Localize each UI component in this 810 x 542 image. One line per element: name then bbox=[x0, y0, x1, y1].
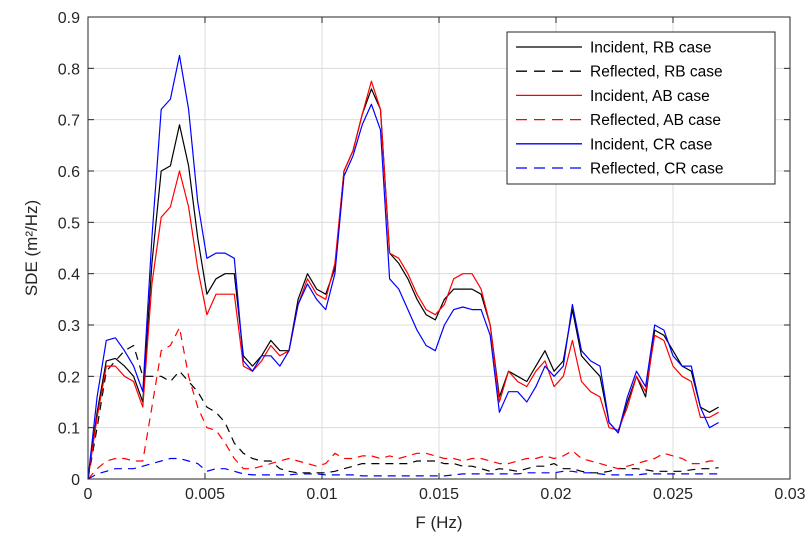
legend-label: Reflected, CR case bbox=[590, 161, 724, 178]
y-tick-label: 0.7 bbox=[58, 113, 80, 130]
y-tick-label: 0.2 bbox=[58, 369, 80, 386]
x-axis-label: F (Hz) bbox=[415, 513, 462, 532]
x-tick-label: 0.02 bbox=[540, 486, 571, 503]
x-tick-label: 0.005 bbox=[185, 486, 225, 503]
series-line-reflected-cr-case bbox=[87, 457, 719, 480]
series-line-reflected-rb-case bbox=[87, 344, 719, 480]
y-tick-label: 0 bbox=[71, 472, 80, 489]
x-tick-label: 0.03 bbox=[774, 486, 805, 503]
series-line-incident-cr-case bbox=[87, 54, 719, 480]
series-layer bbox=[87, 54, 719, 480]
legend-label: Incident, AB case bbox=[590, 88, 710, 105]
tick-labels: 0 0.005 0.01 0.015 0.02 0.025 0.03 0 0.1 0.2 0.3 0.… bbox=[58, 10, 806, 503]
legend-label: Reflected, RB case bbox=[590, 64, 723, 81]
x-tick-label: 0.015 bbox=[419, 486, 459, 503]
x-tick-label: 0.01 bbox=[306, 486, 337, 503]
y-tick-label: 0.4 bbox=[58, 267, 80, 284]
y-tick-label: 0.6 bbox=[58, 164, 80, 181]
y-axis-label: SDE (m²/Hz) bbox=[22, 200, 41, 296]
ticks bbox=[87, 16, 791, 480]
y-tick-label: 0.8 bbox=[58, 61, 80, 78]
series-line-incident-ab-case bbox=[87, 80, 719, 480]
legend-label: Incident, RB case bbox=[590, 40, 711, 57]
y-tick-label: 0.5 bbox=[58, 215, 80, 232]
x-tick-label: 0 bbox=[84, 486, 93, 503]
series-line-reflected-ab-case bbox=[87, 327, 719, 480]
legend-label: Incident, CR case bbox=[590, 136, 712, 153]
y-tick-label: 0.9 bbox=[58, 10, 80, 27]
legend: Incident, RB case Reflected, RB case Incid… bbox=[506, 31, 776, 185]
legend-box bbox=[506, 31, 776, 185]
x-tick-label: 0.025 bbox=[653, 486, 693, 503]
y-tick-label: 0.1 bbox=[58, 421, 80, 438]
legend-label: Reflected, AB case bbox=[590, 112, 721, 129]
y-tick-label: 0.3 bbox=[58, 318, 80, 335]
